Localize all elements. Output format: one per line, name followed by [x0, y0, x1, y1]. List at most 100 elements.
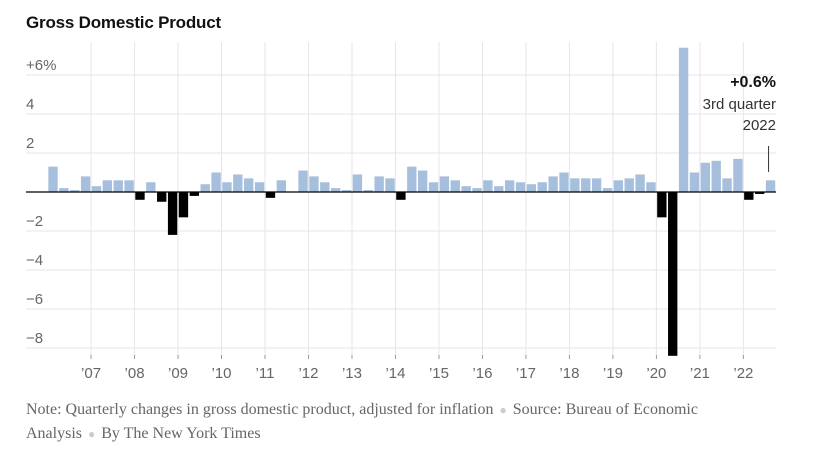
annotation-value: +0.6%: [730, 74, 776, 91]
bar: [428, 182, 439, 192]
bar: [581, 178, 591, 192]
bar: [265, 192, 276, 198]
bar: [602, 188, 613, 192]
bar: [102, 180, 113, 192]
x-tick-label: ’12: [298, 365, 318, 382]
bar: [341, 190, 352, 192]
bar: [70, 190, 80, 192]
bar: [624, 178, 634, 192]
bar: [331, 188, 341, 192]
x-tick-label: ’09: [168, 365, 188, 382]
bar: [646, 182, 656, 192]
x-tick-label: ’19: [603, 365, 623, 382]
source-text: Source: Bureau of Economic Analysis: [26, 401, 698, 442]
bar: [722, 178, 732, 192]
bar: [494, 186, 504, 192]
bar: [515, 182, 526, 192]
bar: [80, 176, 91, 192]
bar: [157, 192, 167, 202]
x-tick-label: ’17: [516, 365, 536, 382]
x-tick-label: ’10: [212, 365, 232, 382]
bar: [211, 172, 221, 192]
bar: [385, 178, 395, 192]
bar: [200, 184, 210, 192]
bar: [755, 192, 765, 194]
bar: [657, 192, 667, 218]
y-tick-label: 2: [26, 135, 34, 152]
x-tick-label: ’11: [256, 365, 275, 382]
bar: [222, 182, 232, 192]
x-tick-label: ’13: [342, 365, 362, 382]
bar: [189, 192, 200, 196]
y-tick-label: −8: [26, 330, 43, 347]
bar: [668, 192, 678, 356]
bar: [396, 192, 406, 200]
bar: [178, 192, 189, 218]
x-tick-label: ’22: [733, 365, 753, 382]
x-tick-label: ’15: [429, 365, 449, 382]
bar: [309, 176, 319, 192]
separator-dot: ●: [499, 403, 507, 417]
bar: [635, 174, 645, 192]
bar: [526, 184, 537, 192]
x-tick-label: ’20: [646, 365, 666, 382]
bar: [320, 182, 330, 192]
y-tick-label: −6: [26, 291, 43, 308]
x-tick-label: ’14: [385, 365, 405, 382]
bar: [113, 180, 123, 192]
bar: [407, 166, 417, 192]
bar: [537, 182, 547, 192]
y-tick-label: +6%: [26, 57, 56, 74]
bar: [91, 186, 102, 192]
bar: [483, 180, 493, 192]
bar: [733, 158, 743, 192]
bar: [146, 182, 156, 192]
chart-title: Gross Domestic Product: [26, 13, 221, 32]
bar: [559, 172, 569, 192]
gdp-bar-chart: +6% 4 2 −2 −4 −6 −8 ’07 ’08 ’09 ’10 ’11 ’12 ’13 ’14 ’15…: [26, 42, 776, 382]
y-tick-label: −2: [26, 213, 43, 230]
byline-text: By The New York Times: [101, 425, 261, 442]
bar: [124, 180, 134, 192]
bar: [233, 174, 243, 192]
separator-dot: ●: [88, 427, 96, 441]
bar: [765, 180, 776, 192]
x-tick-label: ’16: [472, 365, 492, 382]
bar: [472, 188, 482, 192]
annotation-quarter: 3rd quarter: [703, 96, 776, 113]
chart-footnote: Note: Quarterly changes in gross domesti…: [26, 398, 786, 446]
bar: [363, 190, 373, 192]
x-tick-label: ’08: [125, 365, 145, 382]
bar: [591, 178, 602, 192]
bar: [504, 180, 515, 192]
bar: [548, 176, 558, 192]
bar: [276, 180, 286, 192]
bar: [711, 160, 721, 192]
x-tick-label: ’18: [559, 365, 579, 382]
bar: [254, 182, 265, 192]
bar: [613, 180, 624, 192]
bar: [700, 162, 711, 192]
x-tick-label: ’21: [690, 365, 710, 382]
bar: [450, 180, 460, 192]
x-tick-label: ’07: [81, 365, 101, 382]
bar: [689, 172, 700, 192]
bar: [678, 47, 689, 193]
bar: [59, 188, 69, 192]
bar: [135, 192, 145, 200]
y-tick-label: 4: [26, 96, 34, 113]
bar: [352, 174, 363, 192]
bar: [244, 178, 254, 192]
bar: [167, 192, 178, 235]
y-tick-label: −4: [26, 252, 43, 269]
bar: [298, 170, 308, 192]
bar: [374, 176, 384, 192]
bar: [461, 186, 471, 192]
bar: [570, 178, 580, 192]
bar: [48, 166, 58, 192]
annotation-year: 2022: [743, 117, 776, 134]
bar: [439, 176, 450, 192]
bar: [417, 170, 428, 192]
bar: [744, 192, 754, 200]
note-text: Note: Quarterly changes in gross domesti…: [26, 401, 494, 418]
